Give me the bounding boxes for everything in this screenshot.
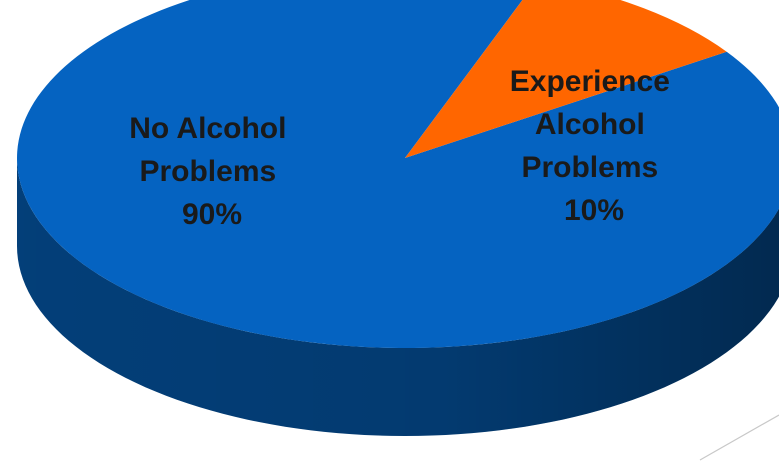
slice-label-line: Alcohol: [535, 108, 645, 141]
slice-label-line: Problems: [139, 155, 276, 188]
pie-slice-no-alcohol-problems: [17, 0, 779, 348]
slice-label-line: Problems: [521, 151, 658, 184]
pie-sides: [17, 158, 779, 436]
pie-side-shade-no-alcohol-problems: [17, 158, 779, 436]
slice-label-line: No Alcohol: [129, 112, 286, 145]
slice-label-value: 10%: [564, 194, 624, 227]
corner-decoration-line: [699, 414, 779, 461]
slice-label-line: Experience: [510, 65, 670, 98]
pie-slice-experience-alcohol-problems: [405, 0, 727, 158]
slice-label-value: 90%: [182, 198, 242, 231]
slice-label-experience-alcohol-problems: Experience Alcohol Problems 10%: [510, 65, 678, 227]
pie-tops: [17, 0, 779, 348]
slice-label-no-alcohol-problems: No Alcohol Problems 90%: [129, 112, 295, 231]
pie-labels: No Alcohol Problems 90% Experience Alcoh…: [129, 65, 678, 231]
